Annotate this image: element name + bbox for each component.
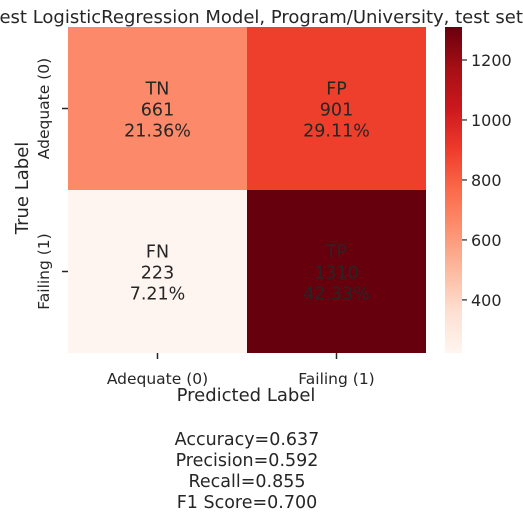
- cell-fp-label-3: 29.11%: [303, 122, 370, 142]
- x-axis-title: Predicted Label: [177, 385, 316, 406]
- metric-line-4: F1 Score=0.700: [177, 493, 318, 513]
- cell-tn: [68, 27, 247, 190]
- colorbar-tick-label-0: 400: [471, 291, 502, 310]
- y-tick-label-1: Failing (1): [35, 233, 53, 309]
- colorbar: [445, 27, 462, 353]
- colorbar-ticks: 400 600 800 1000 1200: [462, 51, 512, 310]
- x-tick-label-1: Failing (1): [298, 370, 374, 388]
- y-axis-ticks: Adequate (0) Failing (1): [35, 58, 68, 310]
- chart-title: Best LogisticRegression Model, Program/U…: [0, 7, 523, 28]
- metrics-block: Accuracy=0.637Precision=0.592Recall=0.85…: [175, 430, 320, 513]
- cell-tp-label-1: TP: [325, 243, 347, 263]
- cell-tn-label-1: TN: [145, 80, 170, 100]
- cell-tp-label-2: 1310: [314, 264, 359, 284]
- cell-fp: [247, 27, 426, 190]
- cell-tp: [247, 190, 426, 353]
- cell-tn-label-2: 661: [141, 101, 174, 121]
- cell-fp-label-2: 901: [320, 101, 353, 121]
- cell-fn: [68, 190, 247, 353]
- y-tick-label-0: Adequate (0): [35, 58, 53, 159]
- cell-fn-label-3: 7.21%: [130, 285, 186, 305]
- colorbar-tick-label-4: 1200: [471, 51, 512, 70]
- colorbar-tick-label-3: 1000: [471, 111, 512, 130]
- cell-fn-label-2: 223: [141, 264, 174, 284]
- x-axis-ticks: Adequate (0) Failing (1): [107, 353, 375, 388]
- metric-line-3: Recall=0.855: [189, 472, 306, 492]
- cell-fn-label-1: FN: [146, 243, 169, 263]
- x-tick-label-0: Adequate (0): [107, 370, 208, 388]
- y-axis-title: True Label: [12, 142, 33, 236]
- cell-tn-label-3: 21.36%: [124, 122, 191, 142]
- metric-line-2: Precision=0.592: [176, 451, 319, 471]
- colorbar-tick-label-2: 800: [471, 171, 502, 190]
- cell-tp-label-3: 42.33%: [303, 285, 370, 305]
- colorbar-tick-label-1: 600: [471, 231, 502, 250]
- metric-line-1: Accuracy=0.637: [175, 430, 320, 450]
- cell-fp-label-1: FP: [326, 80, 347, 100]
